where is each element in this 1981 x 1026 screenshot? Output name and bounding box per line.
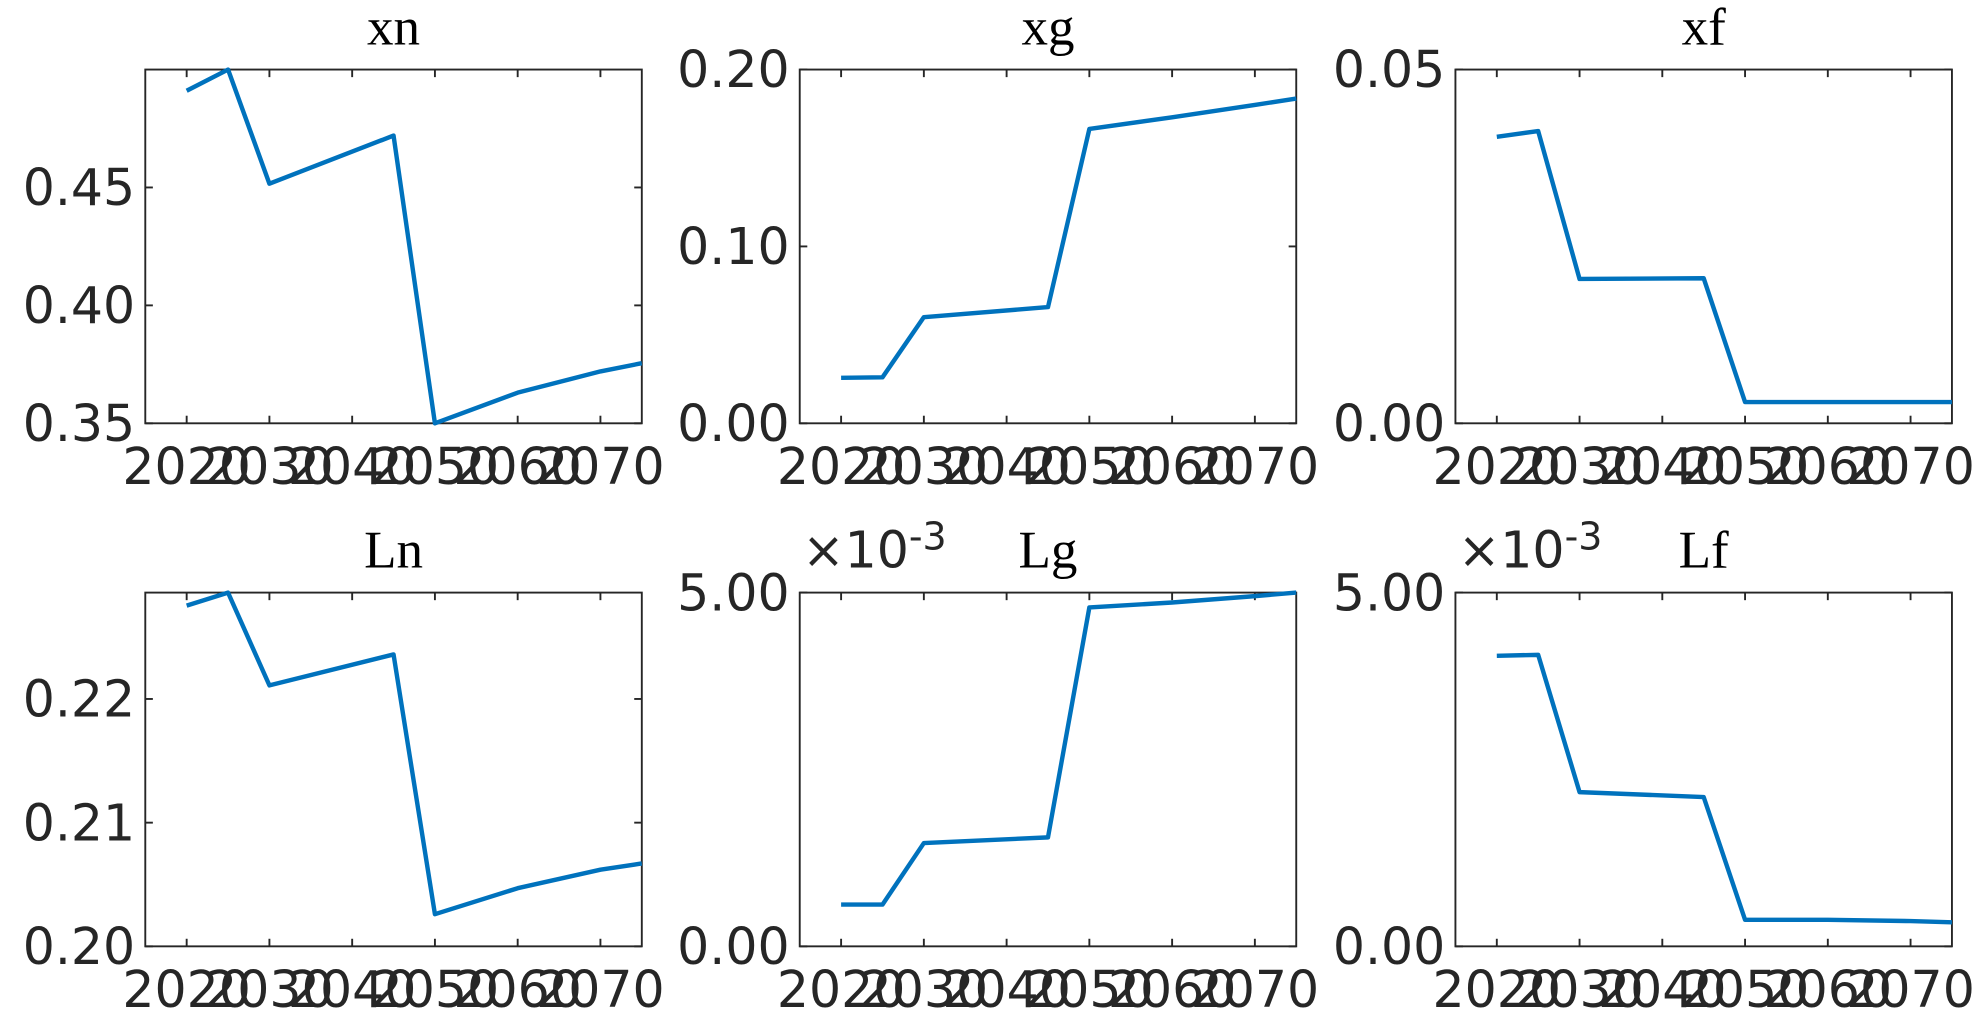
axes-box (798, 68, 1298, 425)
y-tick-label: 0.21 (23, 793, 135, 852)
x-tick-label: 2040 (288, 437, 417, 496)
y-tick-label: 0.20 (677, 40, 789, 99)
x-tick-label: 2040 (288, 960, 417, 1019)
y-tick-label: 0.00 (677, 394, 789, 453)
y-tick-label: 5.00 (677, 563, 789, 622)
axes-box (144, 68, 643, 425)
x-tick-label: 2050 (1681, 960, 1810, 1019)
axes-box (1454, 68, 1953, 425)
subplot-title: Ln (364, 521, 423, 579)
x-tick-label: 2020 (777, 437, 906, 496)
x-tick-label: 2020 (1433, 960, 1562, 1019)
x-tick-label: 2020 (777, 960, 906, 1019)
x-tick-label: 2050 (1681, 437, 1810, 496)
x-tick-label: 2030 (860, 437, 989, 496)
y-tick-label: 0.35 (23, 394, 135, 453)
y-tick-label: 0.10 (677, 217, 789, 276)
x-tick-label: 2070 (1846, 960, 1975, 1019)
x-tick-label: 2020 (1433, 437, 1562, 496)
subplot-title: xf (1682, 0, 1727, 56)
multiplier-base: ×10 (1458, 520, 1565, 579)
subplot-title: Lg (1019, 521, 1078, 579)
x-tick-label: 2020 (122, 960, 251, 1019)
x-tick-label: 2060 (453, 437, 582, 496)
x-tick-label: 2030 (1515, 960, 1644, 1019)
y-tick-label: 0.00 (1333, 394, 1445, 453)
x-tick-label: 2030 (860, 960, 989, 1019)
axes-box (144, 591, 643, 948)
data-line (186, 590, 643, 917)
axis-multiplier: ×10-3 (802, 515, 946, 580)
axes-box (1454, 591, 1953, 948)
axis-multiplier: ×10-3 (1458, 515, 1602, 580)
x-tick-label: 2040 (1598, 437, 1727, 496)
x-tick-label: 2060 (1108, 960, 1237, 1019)
y-tick-label: 0.05 (1333, 40, 1445, 99)
x-tick-label: 2030 (205, 437, 334, 496)
y-tick-label: 0.00 (1333, 917, 1445, 976)
x-tick-label: 2040 (942, 960, 1071, 1019)
subplot-title: xn (367, 0, 420, 56)
data-line (185, 67, 643, 426)
x-tick-label: 2040 (942, 437, 1071, 496)
y-tick-label: 0.00 (677, 917, 789, 976)
multiplier-exponent: -3 (909, 515, 947, 559)
x-tick-label: 2050 (1025, 960, 1154, 1019)
x-tick-label: 2050 (371, 437, 500, 496)
y-tick-label: 0.22 (23, 670, 135, 729)
x-tick-label: 2020 (122, 437, 251, 496)
x-tick-label: 2060 (453, 960, 582, 1019)
x-tick-label: 2060 (1764, 960, 1893, 1019)
x-tick-label: 2030 (1515, 437, 1644, 496)
y-tick-label: 0.20 (23, 917, 135, 976)
data-line (1496, 652, 1953, 925)
axes-box (798, 591, 1298, 948)
x-tick-label: 2030 (205, 960, 334, 1019)
data-line (1496, 128, 1952, 405)
subplot-title: Lf (1679, 521, 1729, 579)
x-tick-label: 2070 (1846, 437, 1975, 496)
x-tick-label: 2060 (1764, 437, 1893, 496)
x-tick-label: 2070 (1191, 437, 1320, 496)
multiplier-base: ×10 (802, 520, 909, 579)
y-tick-label: 0.45 (23, 158, 135, 217)
x-tick-label: 2050 (1025, 437, 1154, 496)
y-tick-label: 5.00 (1333, 563, 1445, 622)
y-tick-label: 0.40 (23, 276, 135, 335)
x-tick-label: 2040 (1598, 960, 1727, 1019)
multiplier-exponent: -3 (1565, 515, 1603, 559)
subplot-title: xg (1021, 0, 1074, 56)
x-tick-label: 2070 (1191, 960, 1320, 1019)
data-line (841, 590, 1297, 907)
x-tick-label: 2070 (536, 960, 665, 1019)
data-line (841, 96, 1297, 381)
x-tick-label: 2050 (371, 960, 500, 1019)
x-tick-label: 2070 (536, 437, 665, 496)
x-tick-label: 2060 (1108, 437, 1237, 496)
